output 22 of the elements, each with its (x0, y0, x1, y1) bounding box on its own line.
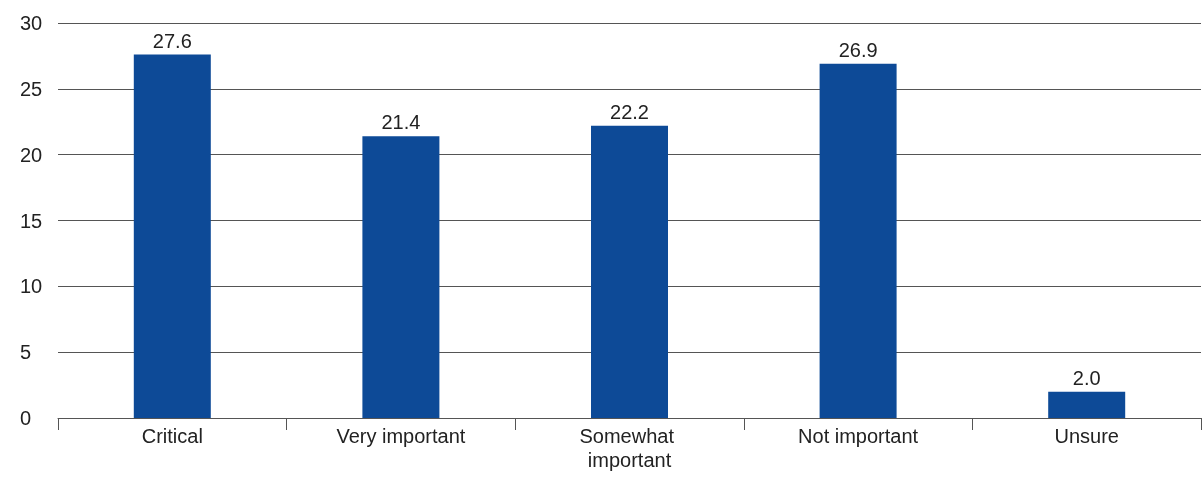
y-tick-label: 20 (20, 143, 43, 166)
x-tick-label: Not important (798, 425, 919, 447)
x-tick-label: Unsure (1054, 425, 1119, 447)
bar (1048, 391, 1126, 418)
x-tick-label: Critical (141, 425, 203, 447)
bar (591, 125, 668, 418)
y-tick-label: 5 (20, 341, 32, 364)
x-tick-label: Very important (336, 425, 466, 447)
x-tick-label: Somewhat important (579, 425, 680, 471)
y-tick-label: 0 (20, 407, 32, 429)
y-tick-label: 25 (20, 77, 43, 100)
data-label: 21.4 (381, 111, 421, 134)
bar (819, 63, 897, 418)
y-tick-label: 15 (20, 209, 43, 232)
y-tick-label: 30 (20, 12, 43, 34)
data-label: 27.6 (152, 29, 192, 52)
bar (362, 136, 440, 418)
bar (133, 54, 211, 418)
data-label: 2.0 (1072, 366, 1101, 389)
data-label: 22.2 (610, 100, 649, 123)
data-label: 26.9 (838, 38, 878, 61)
y-tick-label: 10 (20, 275, 43, 298)
